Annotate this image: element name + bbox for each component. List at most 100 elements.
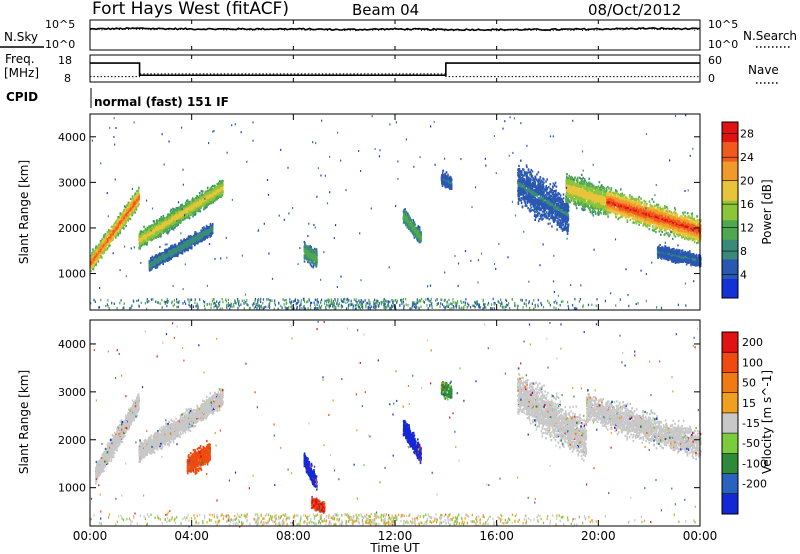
data-cell [186, 200, 188, 202]
data-cell [208, 203, 210, 205]
data-cell [94, 253, 96, 255]
data-cell [201, 190, 203, 192]
data-cell [119, 226, 121, 228]
data-cell [102, 245, 104, 247]
data-cell [217, 196, 219, 198]
data-cell [112, 228, 114, 230]
data-cell [143, 239, 145, 241]
data-cell [159, 225, 161, 227]
nave-tick-top: 60 [708, 54, 722, 67]
data-cell [95, 245, 97, 247]
data-cell [215, 193, 217, 195]
data-cell [157, 235, 159, 237]
data-cell [164, 219, 166, 221]
data-cell [154, 235, 156, 237]
data-cell [213, 192, 215, 194]
data-cell [162, 218, 164, 220]
data-cell [207, 199, 209, 201]
data-cell [147, 238, 149, 240]
data-cell [159, 263, 161, 265]
data-cell [116, 224, 118, 226]
data-cell [175, 211, 177, 213]
data-cell [123, 217, 125, 219]
freq-tick-bottom: 8 [64, 72, 71, 85]
data-cell [160, 222, 162, 224]
data-cell [191, 208, 193, 210]
data-cell [130, 198, 132, 200]
data-cell [100, 255, 102, 257]
data-cell [137, 193, 139, 195]
data-cell [146, 231, 148, 233]
data-cell [209, 192, 211, 194]
data-cell [106, 236, 108, 238]
data-cell [91, 259, 93, 261]
nsky-label: N.Sky [4, 30, 38, 44]
data-cell [214, 196, 216, 198]
data-cell [191, 204, 193, 206]
freq-label: Freq. [5, 52, 35, 66]
data-cell [110, 231, 112, 233]
data-cell [212, 202, 214, 204]
data-cell [174, 216, 176, 218]
data-cell [200, 202, 202, 204]
data-cell [144, 242, 146, 244]
data-cell [104, 234, 106, 236]
data-cell [151, 231, 153, 233]
data-cell [135, 192, 137, 194]
data-cell [119, 212, 121, 214]
data-cell [196, 209, 198, 211]
data-cell [217, 185, 219, 187]
data-cell [155, 237, 157, 239]
data-cell [103, 241, 105, 243]
data-cell [122, 221, 124, 223]
data-cell [110, 236, 112, 238]
freq-tick-top: 18 [58, 54, 72, 67]
data-cell [95, 264, 97, 266]
data-cell [98, 244, 100, 246]
data-cell [206, 195, 208, 197]
data-cell [96, 254, 98, 256]
data-cell [132, 195, 134, 197]
data-cell [180, 208, 182, 210]
data-cell [195, 199, 197, 201]
data-cell [213, 185, 215, 187]
data-cell [121, 224, 123, 226]
data-cell [123, 227, 125, 229]
data-cell [156, 226, 158, 228]
data-cell [218, 196, 220, 198]
data-cell [156, 267, 158, 269]
data-cell [105, 240, 107, 242]
data-cell [132, 197, 134, 199]
data-cell [217, 194, 219, 196]
data-cell [147, 242, 149, 244]
data-cell [171, 220, 173, 222]
data-cell [169, 222, 171, 224]
data-cell [221, 185, 223, 187]
data-cell [121, 218, 123, 220]
data-cell [148, 234, 150, 236]
data-cell [94, 265, 96, 267]
data-cell [124, 205, 126, 207]
data-cell [167, 219, 169, 221]
data-cell [192, 200, 194, 202]
data-cell [123, 224, 125, 226]
data-cell [152, 235, 154, 237]
data-cell [173, 211, 175, 213]
data-cell [143, 237, 145, 239]
data-cell [171, 228, 173, 230]
noise-tick-bottom-left: 10^0 [45, 38, 75, 51]
data-cell [160, 235, 162, 237]
data-cell [144, 231, 146, 233]
data-cell [183, 208, 185, 210]
data-cell [109, 244, 111, 246]
data-cell [187, 249, 189, 251]
data-cell [166, 223, 168, 225]
data-cell [211, 192, 213, 194]
data-cell [183, 205, 185, 207]
data-cell [92, 254, 94, 256]
data-cell [118, 233, 120, 235]
data-cell [125, 220, 127, 222]
data-cell [118, 228, 120, 230]
data-cell [207, 236, 209, 238]
data-cell [163, 230, 165, 232]
